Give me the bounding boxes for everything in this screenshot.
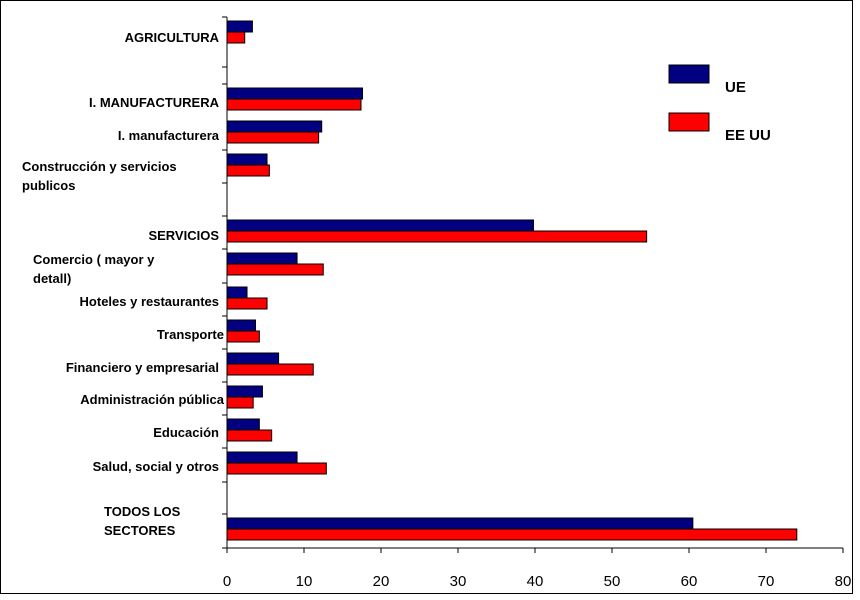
category-label: Hoteles y restaurantes [80, 294, 219, 309]
category-label-line: AGRICULTURA [125, 30, 220, 45]
bar-ee-uu [226, 462, 327, 475]
bar-ee-uu [226, 164, 270, 177]
bar-ue [226, 286, 248, 299]
bar-ue [226, 20, 253, 33]
category-label-line: SERVICIOS [148, 228, 219, 243]
category-label: Educación [153, 425, 219, 440]
bar-ue [226, 451, 298, 464]
x-tick-label: 70 [758, 573, 775, 590]
category-label-line: I. manufacturera [118, 128, 220, 143]
bar-ee-uu [226, 263, 324, 276]
category-labels: AGRICULTURA I. MANUFACTURERA I. manufactur… [22, 30, 225, 538]
category-label-line: Salud, social y otros [93, 459, 219, 474]
category-label-line: publicos [22, 178, 75, 193]
category-label: TODOS LOS SECTORES [104, 504, 181, 538]
legend-swatch-ee-uu [668, 112, 710, 132]
category-label-line: Transporte [157, 327, 224, 342]
legend: UE EE UU [668, 64, 771, 144]
bar-ee-uu [226, 297, 268, 310]
category-label: Comercio ( mayor y detall) [33, 252, 155, 286]
x-tick-label: 20 [373, 573, 390, 590]
category-label: SERVICIOS [148, 228, 219, 243]
x-tick-label: 80 [835, 573, 852, 590]
legend-label-ue: UE [725, 79, 746, 96]
bar-ue [226, 517, 694, 530]
x-tick-label: 60 [681, 573, 698, 590]
category-label-line: Comercio ( mayor y [33, 252, 155, 267]
bar-ee-uu [226, 363, 314, 376]
bar-ue [226, 319, 256, 332]
bar-ue [226, 385, 263, 398]
category-label: Salud, social y otros [93, 459, 219, 474]
x-tick-label: 40 [527, 573, 544, 590]
category-label: Administración pública [80, 392, 225, 407]
bars-group [226, 20, 798, 541]
category-label-line: I. MANUFACTURERA [89, 95, 220, 110]
bar-ee-uu [226, 528, 798, 541]
category-label: I. manufacturera [118, 128, 220, 143]
axes-group: 0 10 20 30 40 50 60 70 80 [222, 16, 852, 590]
bar-ee-uu [226, 429, 273, 442]
bar-ue [226, 87, 364, 100]
category-label-line: Educación [153, 425, 219, 440]
category-label-line: SECTORES [104, 523, 176, 538]
category-label-line: TODOS LOS [104, 504, 181, 519]
x-tick-label: 50 [604, 573, 621, 590]
bar-ue [226, 418, 260, 431]
bar-ue [226, 219, 534, 232]
category-label-line: Administración pública [80, 392, 225, 407]
bar-ee-uu [226, 330, 260, 343]
x-tick-label: 10 [296, 573, 313, 590]
category-label: I. MANUFACTURERA [89, 95, 220, 110]
category-label: Financiero y empresarial [66, 360, 219, 375]
bar-ue [226, 252, 298, 265]
bar-ue [226, 120, 323, 133]
x-tick-label: 30 [450, 573, 467, 590]
bar-ee-uu [226, 98, 362, 111]
bar-ee-uu [226, 230, 648, 243]
bar-ee-uu [226, 396, 254, 409]
x-tick-label: 0 [223, 573, 231, 590]
category-label-line: detall) [33, 271, 71, 286]
legend-label-ee-uu: EE UU [725, 127, 771, 144]
bar-ee-uu [226, 31, 246, 44]
bar-ue [226, 153, 268, 166]
category-label: AGRICULTURA [125, 30, 220, 45]
category-label: Construcción y servicios publicos [22, 159, 177, 193]
bar-ue [226, 352, 280, 365]
legend-swatch-ue [668, 64, 710, 84]
category-label: Transporte [157, 327, 224, 342]
category-label-line: Financiero y empresarial [66, 360, 219, 375]
category-label-line: Construcción y servicios [22, 159, 177, 174]
category-label-line: Hoteles y restaurantes [80, 294, 219, 309]
bar-ee-uu [226, 131, 320, 144]
